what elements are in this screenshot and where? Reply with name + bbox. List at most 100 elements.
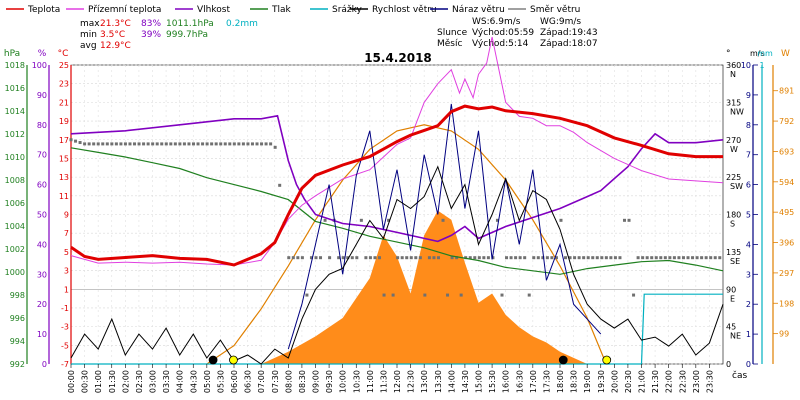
dir-axis-tick: 225 <box>726 173 741 182</box>
hpa-axis-tick: 1012 <box>5 130 25 139</box>
x-tick-label: 13:00 <box>420 370 429 393</box>
x-tick-label: 03:00 <box>149 370 158 393</box>
wind-dir-point <box>196 142 200 146</box>
wind-dir-point <box>319 256 323 260</box>
wind-dir-point <box>414 256 418 260</box>
stats-max-press: 1011.1hPa <box>166 19 214 29</box>
dir-axis-tick: 45 <box>726 323 736 332</box>
dir-compass-tick: NE <box>730 332 741 341</box>
wind-dir-point <box>146 142 150 146</box>
wind-dir-point <box>659 256 663 260</box>
wind-dir-point <box>142 142 146 146</box>
dir-compass-tick: SE <box>730 257 740 266</box>
wind-axis-tick: 3 <box>746 270 751 279</box>
wind-dir-point <box>554 256 558 260</box>
x-tick-label: 11:00 <box>366 370 375 393</box>
wind-dir-point <box>355 256 359 260</box>
hpa-axis-tick: 996 <box>10 314 25 323</box>
dir-axis-tick: 0 <box>726 360 731 369</box>
pct-axis-tick: 100 <box>32 61 47 70</box>
stats-avg-label: avg <box>80 41 97 51</box>
wind-dir-point <box>459 293 463 297</box>
temp-axis-tick: 3 <box>64 267 69 276</box>
hpa-axis-tick: 1000 <box>5 268 25 277</box>
legend-label: Přízemní teplota <box>88 5 161 15</box>
dir-axis-tick: 180 <box>726 211 741 220</box>
temp-axis-tick: 21 <box>59 98 69 107</box>
wind-axis-tick: 4 <box>746 240 751 249</box>
wind-dir-point <box>564 256 568 260</box>
wind-dir-point <box>672 256 676 260</box>
temp-axis-tick: -5 <box>61 341 69 350</box>
x-tick-label: 01:30 <box>108 370 117 393</box>
wind-dir-point <box>427 256 431 260</box>
temp-axis-tick: 15 <box>59 154 69 163</box>
temp-axis-tick: 25 <box>59 61 69 70</box>
x-tick-label: 02:00 <box>121 370 130 393</box>
wind-axis-tick: 2 <box>746 300 751 309</box>
info-sun-label: Slunce <box>437 28 468 38</box>
temp-axis-tick: 19 <box>59 117 69 126</box>
temp-axis-tick: 11 <box>59 192 69 201</box>
wind-axis-tick: 0 <box>746 360 751 369</box>
hpa-axis-tick: 1008 <box>5 176 25 185</box>
wind-dir-point <box>323 218 327 222</box>
wind-dir-point <box>527 293 531 297</box>
wind-dir-point <box>133 142 137 146</box>
x-tick-label: 13:30 <box>434 370 443 393</box>
wind-axis-tick: 8 <box>746 121 751 130</box>
dir-compass-tick: S <box>730 220 735 229</box>
wind-dir-point <box>495 218 499 222</box>
wind-dir-point <box>613 256 617 260</box>
x-tick-label: 02:30 <box>135 370 144 393</box>
legend-label: Vlhkost <box>197 5 230 15</box>
x-tick-label: 20:00 <box>610 370 619 393</box>
wind-dir-point <box>668 256 672 260</box>
wind-dir-point <box>241 142 245 146</box>
wind-dir-point <box>228 142 232 146</box>
hpa-axis-tick: 1010 <box>5 153 25 162</box>
stats-min-label: min <box>80 30 97 40</box>
x-tick-label: 16:00 <box>502 370 511 393</box>
wind-dir-point <box>713 256 717 260</box>
wind-dir-point <box>96 142 100 146</box>
temp-axis-tick: 9 <box>64 211 69 220</box>
moonrise-marker <box>208 355 218 365</box>
wind-axis-tick: 1 <box>746 330 751 339</box>
wind-axis-tick: 6 <box>746 181 751 190</box>
wind-dir-point <box>210 142 214 146</box>
x-tick-label: 20:30 <box>624 370 633 393</box>
wind-dir-point <box>473 256 477 260</box>
wind-dir-point <box>641 256 645 260</box>
wind-dir-point <box>604 256 608 260</box>
hpa-axis-tick: 1016 <box>5 84 25 93</box>
pct-axis-tick: 20 <box>37 300 47 309</box>
wind-dir-point <box>541 256 545 260</box>
temp-axis-tick: 13 <box>59 173 69 182</box>
x-tick-label: 07:00 <box>257 370 266 393</box>
plot-area <box>69 36 724 365</box>
temperature-line <box>70 104 723 267</box>
wind-dir-point <box>514 256 518 260</box>
x-tick-label: 16:30 <box>515 370 524 393</box>
wind-dir-point <box>214 142 218 146</box>
solar-axis-tick: 693 <box>779 147 794 156</box>
wind-dir-point <box>441 218 445 222</box>
wind-dir-point <box>173 142 177 146</box>
wind-dir-point <box>137 142 141 146</box>
dir-axis-unit: ° <box>726 49 731 59</box>
x-tick-label: 14:30 <box>461 370 470 393</box>
wind-dir-point <box>654 256 658 260</box>
wind-dir-point <box>101 142 105 146</box>
wind-dir-point <box>645 256 649 260</box>
wind-dir-point <box>681 256 685 260</box>
wind-dir-point <box>577 256 581 260</box>
wind-dir-point <box>550 256 554 260</box>
temp-axis-tick: -3 <box>61 323 69 332</box>
hpa-axis-tick: 1004 <box>5 222 25 231</box>
wind-dir-point <box>182 142 186 146</box>
stats-max-temp: 21.3°C <box>100 19 131 29</box>
wind-dir-point <box>482 256 486 260</box>
x-tick-label: 15:00 <box>475 370 484 393</box>
wind-axis-unit: m/s <box>750 49 765 58</box>
